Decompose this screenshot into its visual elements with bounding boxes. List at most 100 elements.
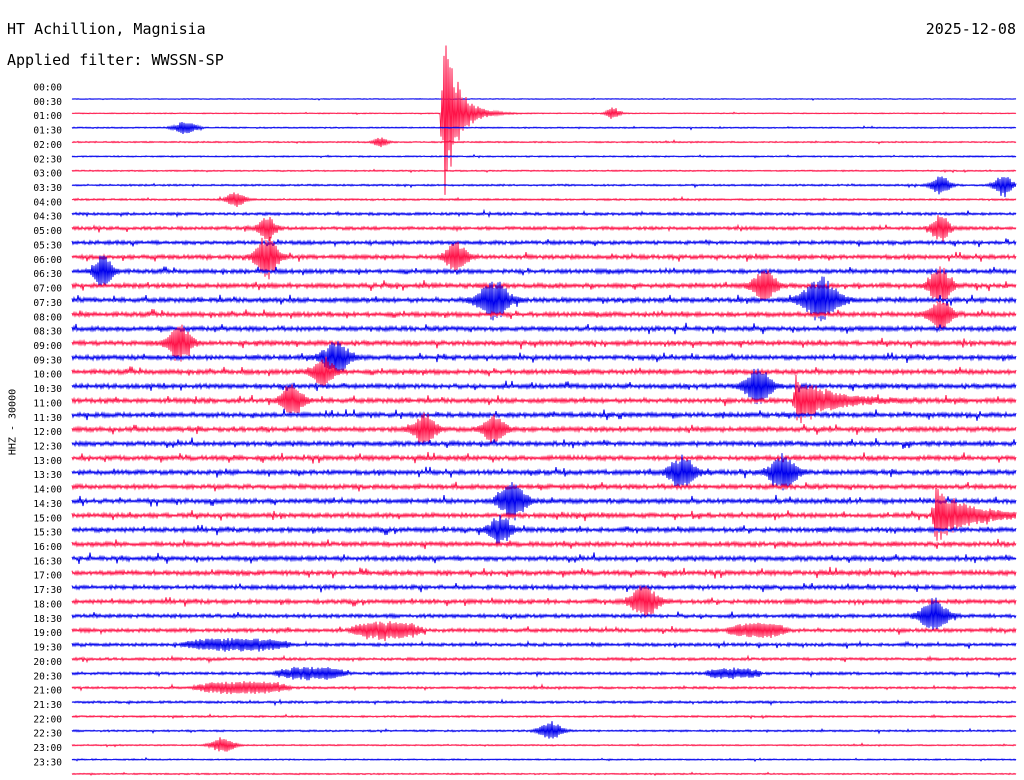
seismic-trace-row (71, 488, 1017, 541)
row-time-label: 04:30 (33, 212, 62, 223)
seismic-trace-row (71, 192, 1017, 208)
seismic-trace-row (71, 238, 1017, 248)
row-time-label: 00:30 (33, 97, 62, 108)
trace-rows: 00:00 00:30 01:00 01:30 02:00 02:30 03:00 03:30… (33, 45, 1017, 777)
seismic-trace-row (71, 153, 1017, 159)
row-time-label: 15:30 (33, 528, 62, 539)
row-time-label: 11:30 (33, 413, 62, 424)
seismic-trace-row (71, 322, 1017, 335)
record-date: 2025-12-08 (925, 20, 1016, 38)
row-time-label: 09:30 (33, 355, 62, 366)
seismic-trace-row (71, 122, 1017, 135)
seismic-trace-row (71, 681, 1017, 695)
seismic-trace-row (71, 552, 1017, 564)
seismic-trace-row (71, 514, 1017, 546)
seismic-trace-row (71, 176, 1017, 198)
seismic-trace-row (71, 215, 1017, 242)
seismic-trace-row (71, 276, 1017, 322)
row-time-label: 12:30 (33, 442, 62, 453)
seismic-trace-row (71, 621, 1017, 642)
row-time-label: 17:00 (33, 571, 62, 582)
seismic-trace-row (71, 566, 1017, 579)
seismic-trace-row (71, 638, 1017, 652)
seismic-trace-row (71, 737, 1017, 752)
seismic-trace-row (71, 45, 1017, 195)
seismic-trace-row (71, 208, 1017, 219)
seismic-trace-row (71, 168, 1017, 174)
row-time-label: 01:00 (33, 111, 62, 122)
seismic-trace-row (71, 236, 1017, 280)
seismic-trace-row (71, 266, 1017, 305)
row-time-label: 15:00 (33, 513, 62, 524)
seismic-trace-row (71, 451, 1017, 464)
row-time-label: 13:30 (33, 470, 62, 481)
row-time-label: 23:00 (33, 743, 62, 754)
row-time-label: 16:30 (33, 556, 62, 567)
row-time-label: 06:30 (33, 269, 62, 280)
seismic-trace-row (71, 698, 1017, 707)
seismic-trace-row (71, 585, 1017, 618)
row-time-label: 06:00 (33, 255, 62, 266)
row-time-label: 03:00 (33, 169, 62, 180)
row-time-label: 12:00 (33, 427, 62, 438)
seismic-trace-row (71, 481, 1017, 492)
row-time-label: 20:00 (33, 657, 62, 668)
seismic-trace-row (71, 137, 1017, 148)
seismic-trace-row (71, 412, 1017, 445)
row-time-label: 11:00 (33, 398, 62, 409)
seismic-trace-row (71, 453, 1017, 491)
seismic-trace-row (71, 666, 1017, 681)
seismic-trace-row (71, 97, 1017, 101)
row-time-label: 10:00 (33, 370, 62, 381)
row-time-label: 13:00 (33, 456, 62, 467)
station-title: HT Achillion, Magnisia (7, 20, 206, 38)
seismic-trace-row (71, 368, 1017, 405)
row-time-label: 20:30 (33, 671, 62, 682)
row-time-label: 08:30 (33, 327, 62, 338)
row-time-label: 22:00 (33, 714, 62, 725)
row-time-label: 16:00 (33, 542, 62, 553)
seismic-trace-row (71, 482, 1017, 521)
seismic-trace-row (71, 654, 1017, 664)
row-time-label: 07:00 (33, 284, 62, 295)
seismic-trace-row (71, 582, 1017, 593)
row-time-label: 23:30 (33, 757, 62, 768)
row-time-label: 21:30 (33, 700, 62, 711)
row-time-label: 19:30 (33, 643, 62, 654)
seismic-trace-row (71, 721, 1017, 739)
row-time-label: 14:00 (33, 485, 62, 496)
seismic-trace-row (71, 408, 1017, 421)
seismic-trace-row (71, 597, 1017, 632)
row-time-label: 02:00 (33, 140, 62, 151)
row-time-label: 18:00 (33, 600, 62, 611)
seismic-trace-row (71, 300, 1017, 332)
seismic-trace-row (71, 374, 1017, 424)
seismic-trace-row (71, 255, 1017, 287)
row-time-label: 00:00 (33, 83, 62, 94)
row-time-label: 02:30 (33, 154, 62, 165)
seismic-trace-row (71, 771, 1017, 777)
row-time-label: 05:30 (33, 241, 62, 252)
seismic-trace-row (71, 437, 1017, 449)
row-time-label: 17:30 (33, 585, 62, 596)
row-time-label: 01:30 (33, 126, 62, 137)
filter-label: Applied filter: WWSSN-SP (7, 51, 224, 69)
row-time-label: 05:00 (33, 226, 62, 237)
row-time-label: 19:00 (33, 628, 62, 639)
row-time-label: 03:30 (33, 183, 62, 194)
seismic-trace-row (71, 538, 1017, 550)
seismic-trace-row (71, 356, 1017, 388)
row-time-label: 22:30 (33, 729, 62, 740)
row-time-label: 18:30 (33, 614, 62, 625)
row-time-label: 09:00 (33, 341, 62, 352)
seismic-trace-row (71, 756, 1017, 763)
row-time-label: 14:30 (33, 499, 62, 510)
row-time-label: 07:30 (33, 298, 62, 309)
row-time-label: 08:00 (33, 312, 62, 323)
seismic-trace-row (71, 341, 1017, 375)
row-time-label: 04:00 (33, 197, 62, 208)
seismic-trace-row (71, 713, 1017, 720)
seismic-trace-row (71, 324, 1017, 362)
row-time-label: 21:00 (33, 686, 62, 697)
